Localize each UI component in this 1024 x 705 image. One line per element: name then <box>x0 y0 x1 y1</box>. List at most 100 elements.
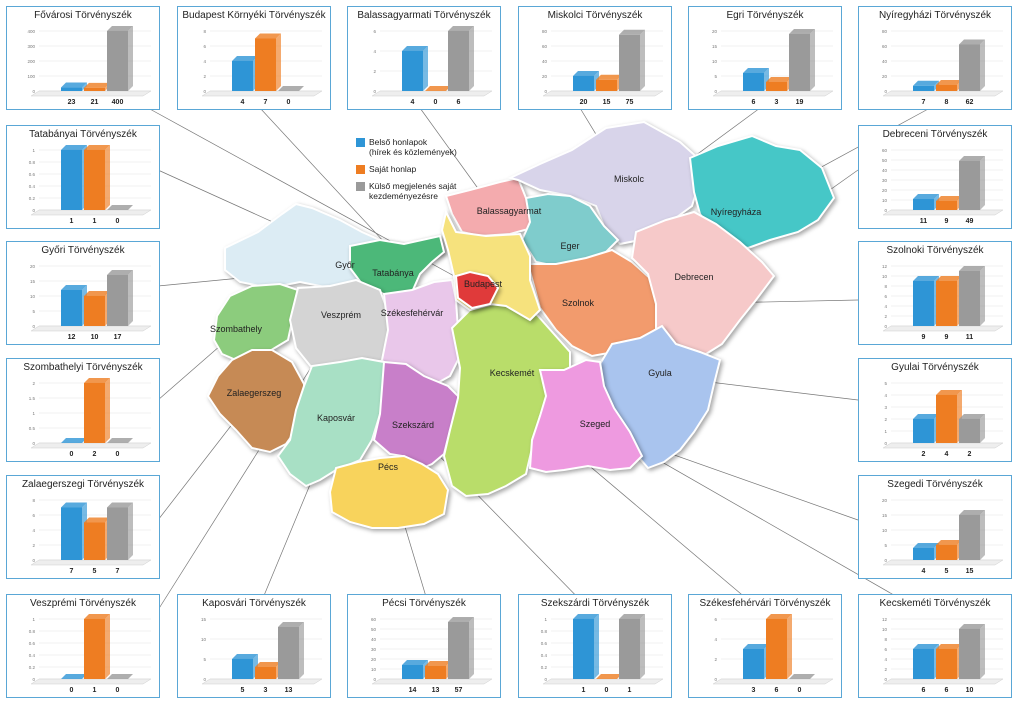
bar-top <box>913 644 939 649</box>
bar <box>913 276 939 326</box>
legend-swatch-sajat <box>356 165 365 174</box>
bar <box>425 661 451 679</box>
bar-front <box>789 34 810 91</box>
bar-top <box>619 29 645 35</box>
bar-front <box>913 281 934 326</box>
chart-title: Egri Törvényszék <box>726 10 804 21</box>
chart-floor <box>882 678 1004 685</box>
bar-value-label: 10 <box>966 687 974 694</box>
bar-value-label: 1 <box>628 687 632 694</box>
bar-chart: 0 10 20 30 40 50 60 11 9 49 <box>882 148 1004 225</box>
bar <box>619 29 645 91</box>
bar-value-label: 4 <box>922 568 926 575</box>
bar-top <box>107 270 133 275</box>
bar-top <box>959 624 985 629</box>
y-tick-label: 1 <box>544 617 547 622</box>
y-tick-label: 1 <box>32 148 35 153</box>
bar-side <box>128 502 133 560</box>
bar-front <box>936 649 957 679</box>
bar-top <box>959 156 985 161</box>
bar-value-label: 17 <box>114 334 122 341</box>
bar <box>913 80 939 91</box>
bar-value-label: 0 <box>287 99 291 106</box>
bar <box>959 266 985 326</box>
bar <box>596 674 622 679</box>
bar-value-label: 4 <box>241 99 245 106</box>
bar-top <box>425 661 451 666</box>
chart-title: Kecskeméti Törvényszék <box>879 598 991 609</box>
bar-side <box>105 378 110 443</box>
bar <box>255 33 281 91</box>
bar-front <box>936 395 957 443</box>
legend-item-sajat: Saját honlap <box>356 164 516 174</box>
bar-top <box>936 80 962 85</box>
y-tick-label: 200 <box>27 59 35 64</box>
bar-front <box>959 44 980 91</box>
bar-top <box>107 438 133 443</box>
bar-chart: 0 2 4 6 8 7 5 7 <box>30 498 152 575</box>
bar-value-label: 12 <box>68 334 76 341</box>
chart-floor <box>712 678 834 685</box>
bar-top <box>61 502 87 508</box>
y-tick-label: 0.4 <box>541 653 548 658</box>
chart-title: Székesfehérvári Törvényszék <box>699 598 831 609</box>
bar-top <box>619 614 645 619</box>
chart-title: Miskolci Törvényszék <box>547 10 643 21</box>
bar-side <box>128 26 133 91</box>
map-label: Székesfehérvár <box>381 308 444 318</box>
bar-front <box>959 419 980 443</box>
y-tick-label: 0 <box>32 441 35 446</box>
chart-title: Nyíregyházi Törvényszék <box>878 10 992 21</box>
bar-side <box>105 614 110 679</box>
map-region-pécs <box>328 454 450 529</box>
bar-value-label: 14 <box>409 687 417 694</box>
y-tick-label: 0 <box>884 441 887 446</box>
bar-value-label: 15 <box>603 99 611 106</box>
chart-title: Budapest Környéki Törvényszék <box>182 10 326 21</box>
y-tick-label: 4 <box>884 657 887 662</box>
bar-value-label: 0 <box>434 99 438 106</box>
map-region-debrecen <box>630 210 776 356</box>
bar-side <box>82 82 87 91</box>
chart-floor <box>882 559 1004 566</box>
bar-front <box>936 201 957 210</box>
bar-top <box>278 622 304 627</box>
bar-top <box>596 74 622 80</box>
bar-front <box>573 619 594 679</box>
bar-front <box>107 31 128 91</box>
chart-floor <box>882 209 1004 216</box>
court-chart-panel: Budapest Környéki Törvényszék 0 2 4 6 8 4 7 0 <box>177 6 331 110</box>
bar-front <box>448 31 469 91</box>
bar-top <box>107 205 133 210</box>
y-tick-label: 15 <box>712 44 718 49</box>
y-tick-label: 0.4 <box>29 653 36 658</box>
court-chart-panel: Kecskeméti Törvényszék 0 2 4 6 8 10 12 6 6 10 <box>858 594 1012 698</box>
bar <box>425 86 451 91</box>
map-label: Győr <box>335 260 355 270</box>
y-tick-label: 20 <box>371 657 377 662</box>
bar-value-label: 1 <box>582 687 586 694</box>
bar-top <box>959 414 985 419</box>
y-tick-label: 1 <box>32 617 35 622</box>
y-tick-label: 20 <box>30 264 36 269</box>
bar-chart: 0 2 4 6 4 0 6 <box>371 26 493 106</box>
bar <box>61 145 87 210</box>
y-tick-label: 2 <box>884 314 887 319</box>
bar-top <box>84 614 110 619</box>
y-tick-label: 20 <box>542 74 548 79</box>
bar <box>61 502 87 560</box>
bar-value-label: 15 <box>966 568 974 575</box>
y-tick-label: 400 <box>27 29 35 34</box>
bar <box>596 74 622 91</box>
chart-floor <box>371 678 493 685</box>
y-tick-label: 1 <box>884 429 887 434</box>
map-label: Szekszárd <box>392 420 434 430</box>
map-label: Szombathely <box>210 324 263 334</box>
legend-label-belso: Belső honlapok (hírek és közlemények) <box>369 137 457 157</box>
bar-chart: 0 2 4 6 8 4 7 0 <box>201 29 323 106</box>
y-tick-label: 0 <box>203 89 206 94</box>
bar-front <box>84 296 105 326</box>
bar-chart: 0 2 4 6 8 10 12 6 6 10 <box>882 617 1004 694</box>
y-tick-label: 20 <box>882 498 888 503</box>
